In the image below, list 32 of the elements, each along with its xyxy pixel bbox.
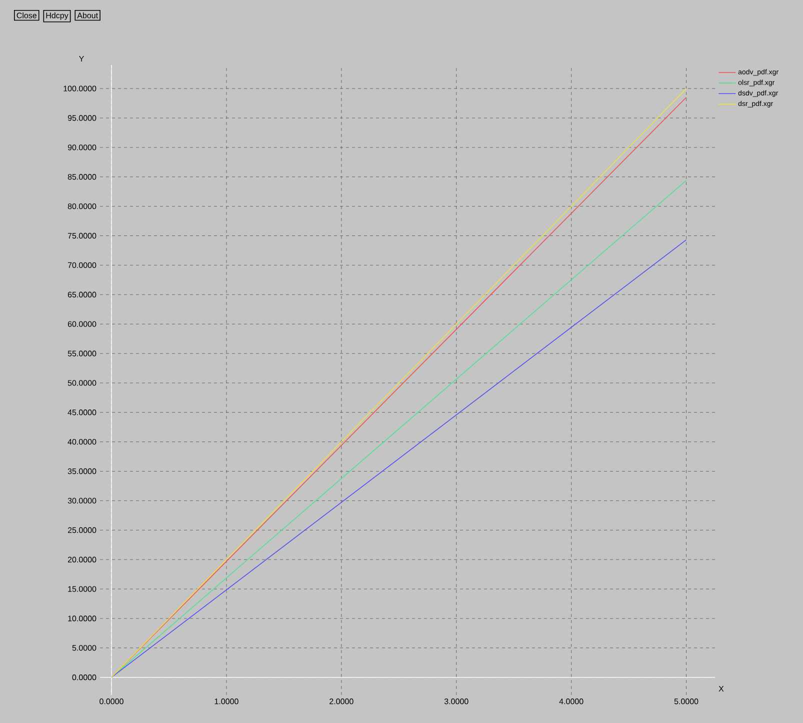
y-tick-label: 0.0000 xyxy=(72,674,96,680)
y-tick-label: 5.0000 xyxy=(72,645,96,651)
y-tick-label: 95.0000 xyxy=(68,115,96,121)
y-tick-label: 60.0000 xyxy=(68,321,96,327)
x-tick-label: 5.0000 xyxy=(674,698,698,704)
text: About xyxy=(77,12,98,18)
y-tick-label: 90.0000 xyxy=(68,144,96,150)
x-tick-label: 1.0000 xyxy=(214,698,238,704)
y-tick-label: 10.0000 xyxy=(68,616,96,622)
y-tick-label: 30.0000 xyxy=(68,498,96,504)
y-tick-label: 50.0000 xyxy=(68,380,96,386)
y-tick-label: 55.0000 xyxy=(68,350,96,356)
x-tick-label: 4.0000 xyxy=(559,698,584,704)
text: Hdcpy xyxy=(46,12,68,20)
y-tick-label: 25.0000 xyxy=(68,527,96,533)
y-axis-title: Y xyxy=(79,56,84,62)
y-tick-label: 70.0000 xyxy=(68,262,96,268)
y-tick-label: 100.0000 xyxy=(64,86,96,92)
y-tick-label: 35.0000 xyxy=(68,468,96,474)
x-tick-label: 3.0000 xyxy=(444,698,468,704)
x-axis-title: X xyxy=(718,686,724,692)
y-tick-label: 20.0000 xyxy=(68,556,96,562)
x-tick-label: 0.0000 xyxy=(100,698,124,704)
y-tick-label: 85.0000 xyxy=(68,174,96,180)
y-tick-label: 45.0000 xyxy=(68,410,96,416)
y-tick-label: 80.0000 xyxy=(68,203,96,210)
x-tick-label: 2.0000 xyxy=(330,698,354,704)
text: Close xyxy=(16,12,36,18)
y-tick-label: 15.0000 xyxy=(68,586,96,592)
y-tick-label: 40.0000 xyxy=(68,438,96,445)
y-tick-label: 75.0000 xyxy=(68,232,96,239)
y-tick-label: 65.0000 xyxy=(68,292,96,298)
